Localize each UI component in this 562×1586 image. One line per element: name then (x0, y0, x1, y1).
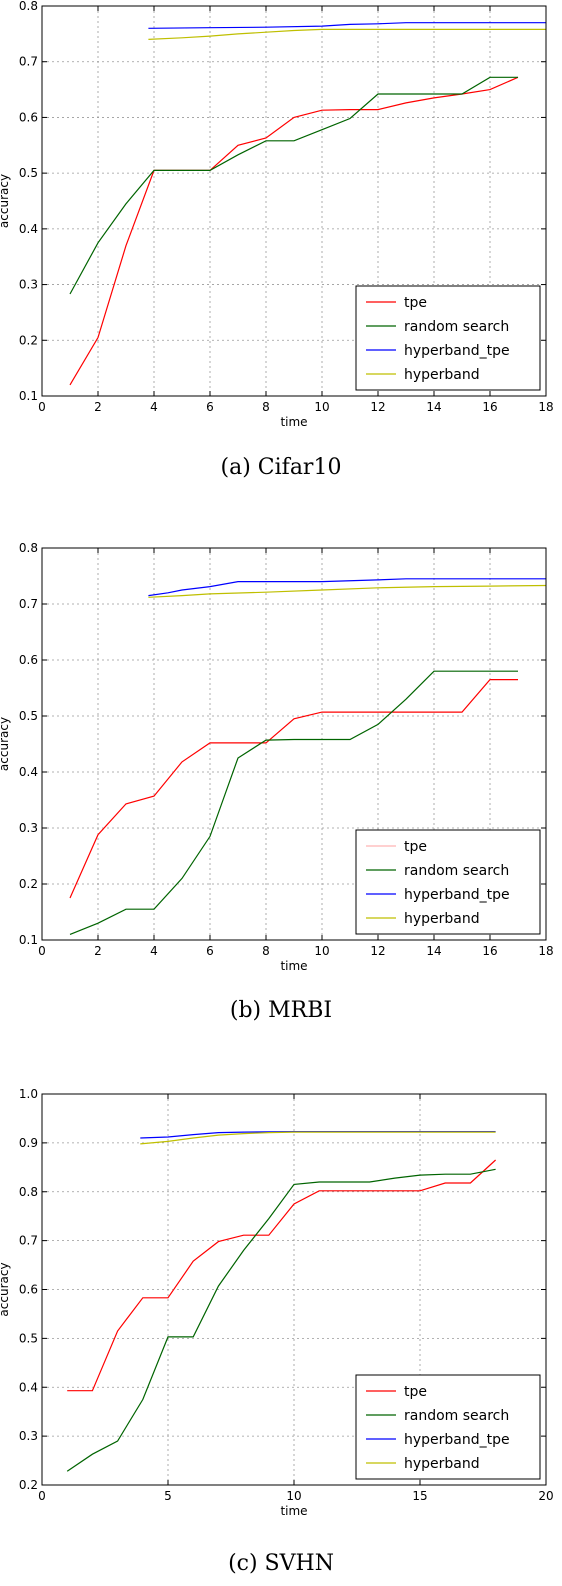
legend-label: hyperband_tpe (404, 1432, 510, 1448)
x-tick-label: 0 (38, 400, 46, 414)
x-tick-label: 4 (150, 944, 158, 958)
legend-label: random search (404, 1408, 509, 1424)
y-tick-label: 0.4 (19, 1380, 38, 1394)
axes-frame (41, 547, 547, 941)
x-tick-label: 18 (538, 400, 553, 414)
series-line-tpe (69, 76, 519, 386)
legend-label: hyperband_tpe (404, 887, 510, 903)
y-tick-label: 0.2 (19, 1478, 38, 1492)
series-line-tpe (69, 678, 518, 899)
legend-label: tpe (404, 295, 427, 311)
y-tick-label: 0.8 (19, 1185, 38, 1199)
y-tick-label: 0.8 (19, 0, 38, 13)
y-axis-label: accuracy (0, 1262, 11, 1316)
x-axis-label: time (280, 1504, 307, 1518)
legend-label: random search (404, 319, 509, 335)
x-tick-label: 12 (370, 400, 385, 414)
x-tick-label: 0 (38, 1489, 46, 1503)
y-tick-label: 0.5 (19, 166, 38, 180)
x-tick-label: 8 (262, 400, 270, 414)
legend-label: hyperband (404, 911, 480, 927)
series-line-hyperband-tpe (148, 578, 546, 597)
x-tick-label: 10 (314, 944, 329, 958)
series-line-random-search (69, 76, 518, 295)
y-tick-label: 0.4 (19, 222, 38, 236)
x-tick-label: 2 (94, 944, 102, 958)
x-tick-label: 20 (538, 1489, 553, 1503)
y-tick-label: 1.0 (19, 1087, 38, 1101)
legend-box (355, 829, 541, 935)
series-line-hyperband (148, 584, 547, 598)
legend: tpe random search hyperband_tpe hyperband (355, 285, 541, 391)
x-tick-label: 14 (426, 944, 441, 958)
series-line-hyperband-tpe (148, 22, 546, 29)
x-tick-label: 10 (286, 1489, 301, 1503)
series-line-hyperband (140, 1131, 496, 1145)
y-tick-label: 0.4 (19, 765, 38, 779)
x-tick-label: 5 (164, 1489, 172, 1503)
y-axis-label: accuracy (0, 174, 11, 228)
legend-label: tpe (404, 839, 427, 855)
legend-label: hyperband (404, 1456, 480, 1472)
x-tick-label: 18 (538, 944, 553, 958)
x-tick-label: 16 (482, 400, 497, 414)
y-tick-label: 0.3 (19, 278, 38, 292)
y-tick-label: 0.3 (19, 821, 38, 835)
y-tick-label: 0.6 (19, 110, 38, 124)
y-tick-label: 0.7 (19, 55, 38, 69)
chart-caption: (a) Cifar10 (221, 455, 342, 480)
y-tick-label: 0.2 (19, 877, 38, 891)
y-tick-label: 0.7 (19, 1234, 38, 1248)
series-line-random-search (66, 1168, 496, 1472)
legend-label: hyperband (404, 367, 480, 383)
chart-panel-2: 0 2 4 6 8 10 12 14 16 18 0.1 0.2 0.3 0.4 0.5 0.6 0.7 0.8 t… (0, 541, 554, 973)
y-tick-label: 0.5 (19, 1331, 38, 1345)
y-tick-label: 0.6 (19, 1283, 38, 1297)
legend-label: tpe (404, 1384, 427, 1400)
y-tick-label: 0.3 (19, 1429, 38, 1443)
y-tick-label: 0.1 (19, 389, 38, 403)
x-tick-label: 10 (314, 400, 329, 414)
y-tick-label: 0.8 (19, 541, 38, 555)
x-tick-label: 14 (426, 400, 441, 414)
y-axis-label: accuracy (0, 717, 11, 771)
x-tick-label: 12 (370, 944, 385, 958)
x-tick-label: 6 (206, 400, 214, 414)
series-line-random-search (69, 670, 518, 935)
chart-caption: (c) SVHN (228, 1551, 334, 1576)
y-tick-label: 0.5 (19, 709, 38, 723)
y-tick-label: 0.1 (19, 933, 38, 947)
legend: tpe random search hyperband_tpe hyperband (355, 829, 541, 935)
series-line-tpe (67, 1159, 497, 1392)
x-axis-label: time (280, 959, 307, 973)
x-tick-label: 16 (482, 944, 497, 958)
x-tick-label: 8 (262, 944, 270, 958)
series-line-hyperband (148, 28, 546, 40)
x-axis-label: time (280, 415, 307, 429)
chart-panel-1: 0 2 4 6 8 10 12 14 16 18 0.1 0.2 0.3 0.4 0.5 0.6 0.7 0.8 t… (0, 0, 554, 429)
x-tick-label: 15 (412, 1489, 427, 1503)
axes-frame (41, 5, 547, 397)
x-tick-label: 2 (94, 400, 102, 414)
y-tick-label: 0.2 (19, 333, 38, 347)
y-tick-label: 0.7 (19, 597, 38, 611)
legend: tpe random search hyperband_tpe hyperband (355, 1374, 541, 1480)
x-tick-label: 4 (150, 400, 158, 414)
chart-panel-3: 0 5 10 15 20 0.2 0.3 0.4 0.5 0.6 0.7 0.8 0.9 1.0 time a… (0, 1087, 554, 1518)
x-tick-label: 6 (206, 944, 214, 958)
legend-label: hyperband_tpe (404, 343, 510, 359)
y-tick-label: 0.9 (19, 1136, 38, 1150)
legend-box (355, 285, 541, 391)
x-tick-label: 0 (38, 944, 46, 958)
chart-caption: (b) MRBI (230, 998, 332, 1023)
legend-label: random search (404, 863, 509, 879)
y-tick-label: 0.6 (19, 653, 38, 667)
legend-box (355, 1374, 541, 1480)
